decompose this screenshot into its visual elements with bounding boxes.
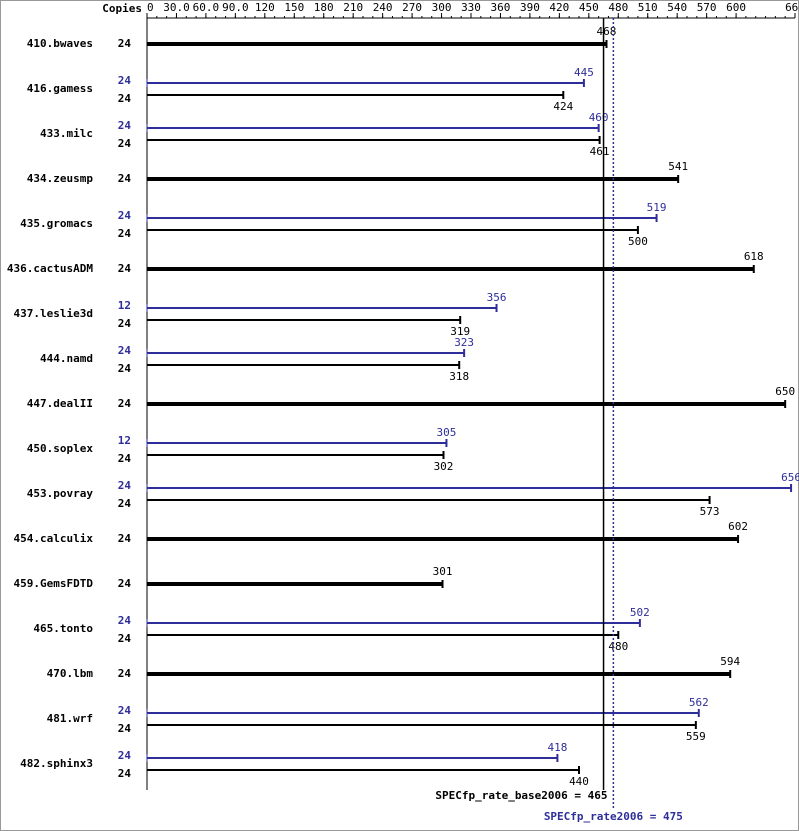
x-tick-label: 330 xyxy=(461,1,481,14)
x-tick-label: 570 xyxy=(697,1,717,14)
copies: 24 xyxy=(118,722,132,735)
copies: 24 xyxy=(118,749,132,762)
x-tick-label: 360 xyxy=(491,1,511,14)
value-label: 319 xyxy=(450,325,470,338)
copies: 24 xyxy=(118,704,132,717)
copies: 24 xyxy=(118,397,132,410)
value-label: 305 xyxy=(437,426,457,439)
value-label: 461 xyxy=(590,145,610,158)
value-label: 594 xyxy=(720,655,740,668)
x-tick-label: 660 xyxy=(785,1,799,14)
x-tick-label: 390 xyxy=(520,1,540,14)
peak-reference-label: SPECfp_rate2006 = 475 xyxy=(544,810,683,823)
value-label: 559 xyxy=(686,730,706,743)
copies: 24 xyxy=(118,209,132,222)
value-label: 519 xyxy=(647,201,667,214)
x-tick-label: 480 xyxy=(608,1,628,14)
value-label: 573 xyxy=(700,505,720,518)
benchmark-label: 481.wrf xyxy=(47,712,93,725)
copies: 12 xyxy=(118,299,131,312)
copies: 24 xyxy=(118,614,132,627)
value-label: 468 xyxy=(597,25,617,38)
benchmark-label: 444.namd xyxy=(40,352,93,365)
value-label: 502 xyxy=(630,606,650,619)
value-label: 541 xyxy=(668,160,688,173)
value-label: 650 xyxy=(775,385,795,398)
value-label: 656 xyxy=(781,471,799,484)
benchmark-label: 459.GemsFDTD xyxy=(14,577,94,590)
benchmark-label: 453.povray xyxy=(27,487,94,500)
copies: 24 xyxy=(118,632,132,645)
x-tick-label: 90.0 xyxy=(222,1,249,14)
x-tick-label: 120 xyxy=(255,1,275,14)
x-tick-label: 240 xyxy=(373,1,393,14)
x-tick-label: 150 xyxy=(284,1,304,14)
benchmark-label: 435.gromacs xyxy=(20,217,93,230)
x-tick-label: 600 xyxy=(726,1,746,14)
copies: 24 xyxy=(118,577,132,590)
benchmark-label: 482.sphinx3 xyxy=(20,757,93,770)
copies: 24 xyxy=(118,362,132,375)
value-label: 602 xyxy=(728,520,748,533)
benchmark-label: 470.lbm xyxy=(47,667,94,680)
value-label: 301 xyxy=(433,565,453,578)
copies: 24 xyxy=(118,479,132,492)
x-tick-label: 420 xyxy=(549,1,569,14)
copies: 24 xyxy=(118,317,132,330)
copies: 24 xyxy=(118,497,132,510)
value-label: 562 xyxy=(689,696,709,709)
x-tick-label: 300 xyxy=(432,1,452,14)
copies: 12 xyxy=(118,434,131,447)
x-tick-label: 60.0 xyxy=(193,1,220,14)
copies: 24 xyxy=(118,667,132,680)
value-label: 424 xyxy=(553,100,573,113)
copies: 24 xyxy=(118,452,132,465)
benchmark-label: 447.dealII xyxy=(27,397,93,410)
value-label: 460 xyxy=(589,111,609,124)
x-tick-label: 210 xyxy=(343,1,363,14)
benchmark-label: 410.bwaves xyxy=(27,37,93,50)
copies: 24 xyxy=(118,92,132,105)
copies: 24 xyxy=(118,119,132,132)
value-label: 480 xyxy=(608,640,628,653)
copies-header: Copies xyxy=(102,2,142,15)
benchmark-label: 434.zeusmp xyxy=(27,172,94,185)
benchmark-label: 416.gamess xyxy=(27,82,93,95)
copies: 24 xyxy=(118,74,132,87)
value-label: 302 xyxy=(434,460,454,473)
x-tick-label: 510 xyxy=(638,1,658,14)
value-label: 318 xyxy=(449,370,469,383)
copies: 24 xyxy=(118,262,132,275)
copies: 24 xyxy=(118,37,132,50)
copies: 24 xyxy=(118,344,132,357)
value-label: 500 xyxy=(628,235,648,248)
base-reference-label: SPECfp_rate_base2006 = 465 xyxy=(435,789,607,802)
benchmark-label: 433.milc xyxy=(40,127,93,140)
x-tick-label: 450 xyxy=(579,1,599,14)
value-label: 618 xyxy=(744,250,764,263)
copies: 24 xyxy=(118,172,132,185)
x-tick-label: 270 xyxy=(402,1,422,14)
x-tick-label: 540 xyxy=(667,1,687,14)
value-label: 440 xyxy=(569,775,589,788)
benchmark-label: 454.calculix xyxy=(14,532,94,545)
copies: 24 xyxy=(118,137,132,150)
value-label: 323 xyxy=(454,336,474,349)
benchmark-label: 450.soplex xyxy=(27,442,94,455)
copies: 24 xyxy=(118,532,132,545)
value-label: 445 xyxy=(574,66,594,79)
benchmark-label: 437.leslie3d xyxy=(14,307,93,320)
copies: 24 xyxy=(118,767,132,780)
value-label: 418 xyxy=(547,741,567,754)
value-label: 356 xyxy=(487,291,507,304)
copies: 24 xyxy=(118,227,132,240)
benchmark-label: 465.tonto xyxy=(33,622,93,635)
benchmark-label: 436.cactusADM xyxy=(7,262,93,275)
x-tick-label: 30.0 xyxy=(163,1,190,14)
x-tick-label: 0 xyxy=(147,1,154,14)
x-tick-label: 180 xyxy=(314,1,334,14)
